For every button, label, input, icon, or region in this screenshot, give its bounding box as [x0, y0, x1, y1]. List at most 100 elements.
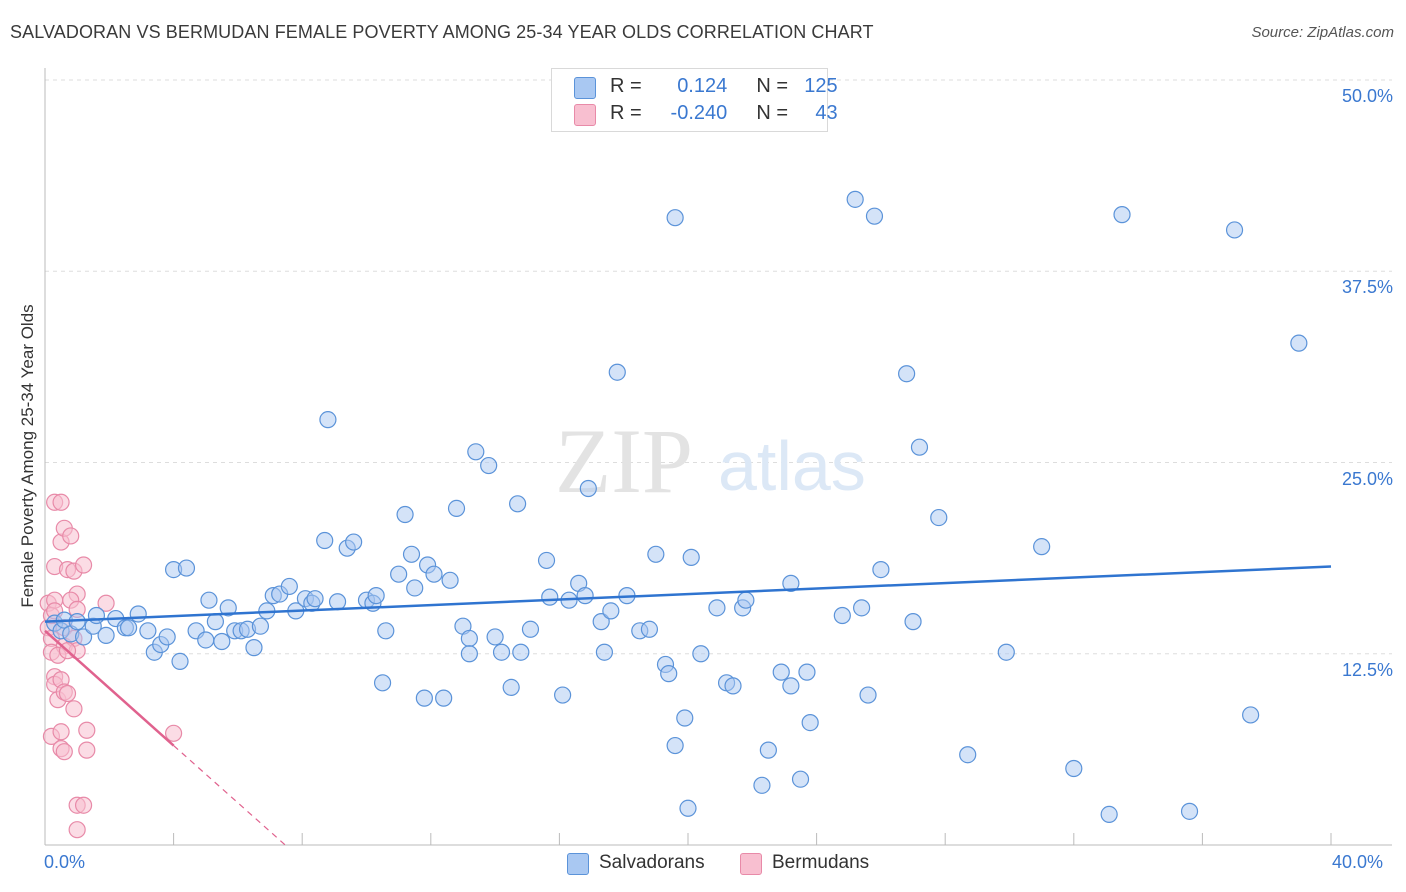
bermudan-point — [74, 796, 93, 814]
salvadoran-point — [87, 606, 106, 625]
salvadoran-point — [554, 686, 572, 704]
bermudan-trend-line — [44, 629, 175, 747]
salvadoran-point — [74, 628, 93, 646]
salvadoran-point — [865, 207, 884, 225]
salvadoran-point — [1225, 221, 1244, 239]
n-label: N = — [756, 102, 789, 124]
salvadoran-point — [640, 620, 659, 638]
series-bermudans — [39, 493, 183, 839]
r-label: R = — [610, 102, 642, 124]
bermudan-point — [62, 527, 80, 545]
chart-source: Source: ZipAtlas.com — [1251, 24, 1394, 41]
series-salvadorans — [46, 190, 1308, 824]
y-tick-label: 25.0% — [1341, 468, 1393, 489]
bermudan-point — [97, 594, 115, 612]
salvadoran-point — [390, 565, 408, 583]
salvadoran-point — [119, 619, 138, 637]
salvadoran-point — [467, 443, 485, 461]
y-axis-label: Female Poverty Among 25-34 Year Olds — [18, 304, 37, 608]
salvadoran-point — [460, 629, 478, 648]
salvadoran-point — [219, 599, 237, 617]
bermudan-trend-extension — [173, 745, 286, 846]
salvadoran-point — [177, 559, 196, 577]
salvadoran-point — [171, 652, 189, 671]
salvadoran-point — [782, 574, 800, 592]
salvadoran-point — [1100, 805, 1118, 824]
bermudan-point — [74, 556, 93, 574]
bermudan-point — [65, 700, 83, 718]
salvadoran-point — [592, 613, 610, 631]
salvadoran-point — [1180, 802, 1199, 820]
salvadoran-point — [910, 438, 929, 456]
bermudan-point — [78, 721, 96, 739]
r-value: 0.124 — [677, 75, 728, 97]
x-tick-max: 40.0% — [1332, 852, 1384, 872]
salvadoran-point — [660, 665, 678, 683]
n-label: N = — [756, 75, 789, 97]
salvadoran-point — [692, 645, 710, 663]
salvadoran-point — [846, 190, 864, 208]
salvadoran-point — [666, 209, 684, 227]
salvadoran-point — [930, 508, 948, 527]
salvadoran-point — [521, 620, 540, 638]
bermudans-swatch — [574, 104, 596, 126]
salvadoran-point — [759, 741, 777, 759]
salvadoran-point — [377, 622, 395, 640]
salvadoran-point — [737, 591, 755, 609]
salvadoran-point — [772, 663, 790, 681]
salvadoran-point — [576, 587, 594, 605]
salvadoran-point — [904, 613, 922, 631]
salvadoran-point — [509, 495, 527, 513]
salvadoran-point — [280, 577, 298, 596]
salvadoran-point — [245, 639, 263, 657]
y-tick-label: 50.0% — [1341, 86, 1393, 106]
bermudan-point — [52, 723, 70, 741]
salvadoran-point — [647, 545, 665, 563]
legend-swatch-bermudans — [740, 853, 762, 875]
salvadoran-point — [200, 591, 218, 609]
salvadoran-point — [486, 628, 504, 646]
salvadoran-point — [541, 588, 559, 606]
bermudan-point — [52, 493, 70, 511]
salvadoran-point — [158, 628, 176, 646]
salvadoran-point — [512, 643, 530, 661]
salvadoran-point — [306, 590, 324, 608]
salvadoran-point — [435, 689, 453, 707]
salvadoran-point — [328, 593, 347, 611]
salvadoran-point — [997, 643, 1015, 661]
salvadoran-point — [251, 617, 270, 635]
salvadoran-point — [206, 613, 224, 631]
salvadoran-point — [602, 602, 620, 620]
watermark-zip: ZIP — [555, 410, 693, 512]
salvadoran-point — [753, 776, 771, 794]
salvadoran-point — [898, 365, 916, 383]
salvadoran-point — [480, 456, 498, 475]
salvadoran-point — [676, 709, 694, 727]
salvadoran-point — [396, 505, 414, 524]
salvadoran-point — [791, 770, 810, 788]
r-value: -0.240 — [670, 102, 728, 124]
salvadoran-point — [682, 548, 700, 566]
n-value: 125 — [804, 75, 838, 97]
watermark: ZIP atlas — [555, 410, 866, 512]
r-label: R = — [610, 75, 642, 97]
legend-swatch-salvadorans — [567, 853, 589, 875]
bermudan-point — [68, 821, 86, 839]
salvadoran-point — [97, 626, 115, 644]
bermudan-point — [55, 743, 73, 761]
bermudan-point — [78, 741, 96, 759]
salvadoran-point — [1065, 759, 1083, 778]
salvadoran-point — [139, 622, 157, 640]
grid-layer — [45, 79, 1392, 655]
salvadoran-point — [316, 531, 334, 550]
salvadoran-point — [197, 631, 215, 649]
salvadoran-point — [872, 560, 890, 579]
salvadoran-point — [859, 686, 877, 704]
salvadoran-point — [853, 599, 871, 617]
stats-legend: R = 0.124 N = 125 R = -0.240 N = 43 — [551, 68, 838, 132]
salvadoran-point — [679, 799, 697, 817]
salvadoran-point — [213, 632, 231, 651]
salvadoran-point — [608, 363, 626, 381]
bermudan-point — [58, 684, 77, 703]
